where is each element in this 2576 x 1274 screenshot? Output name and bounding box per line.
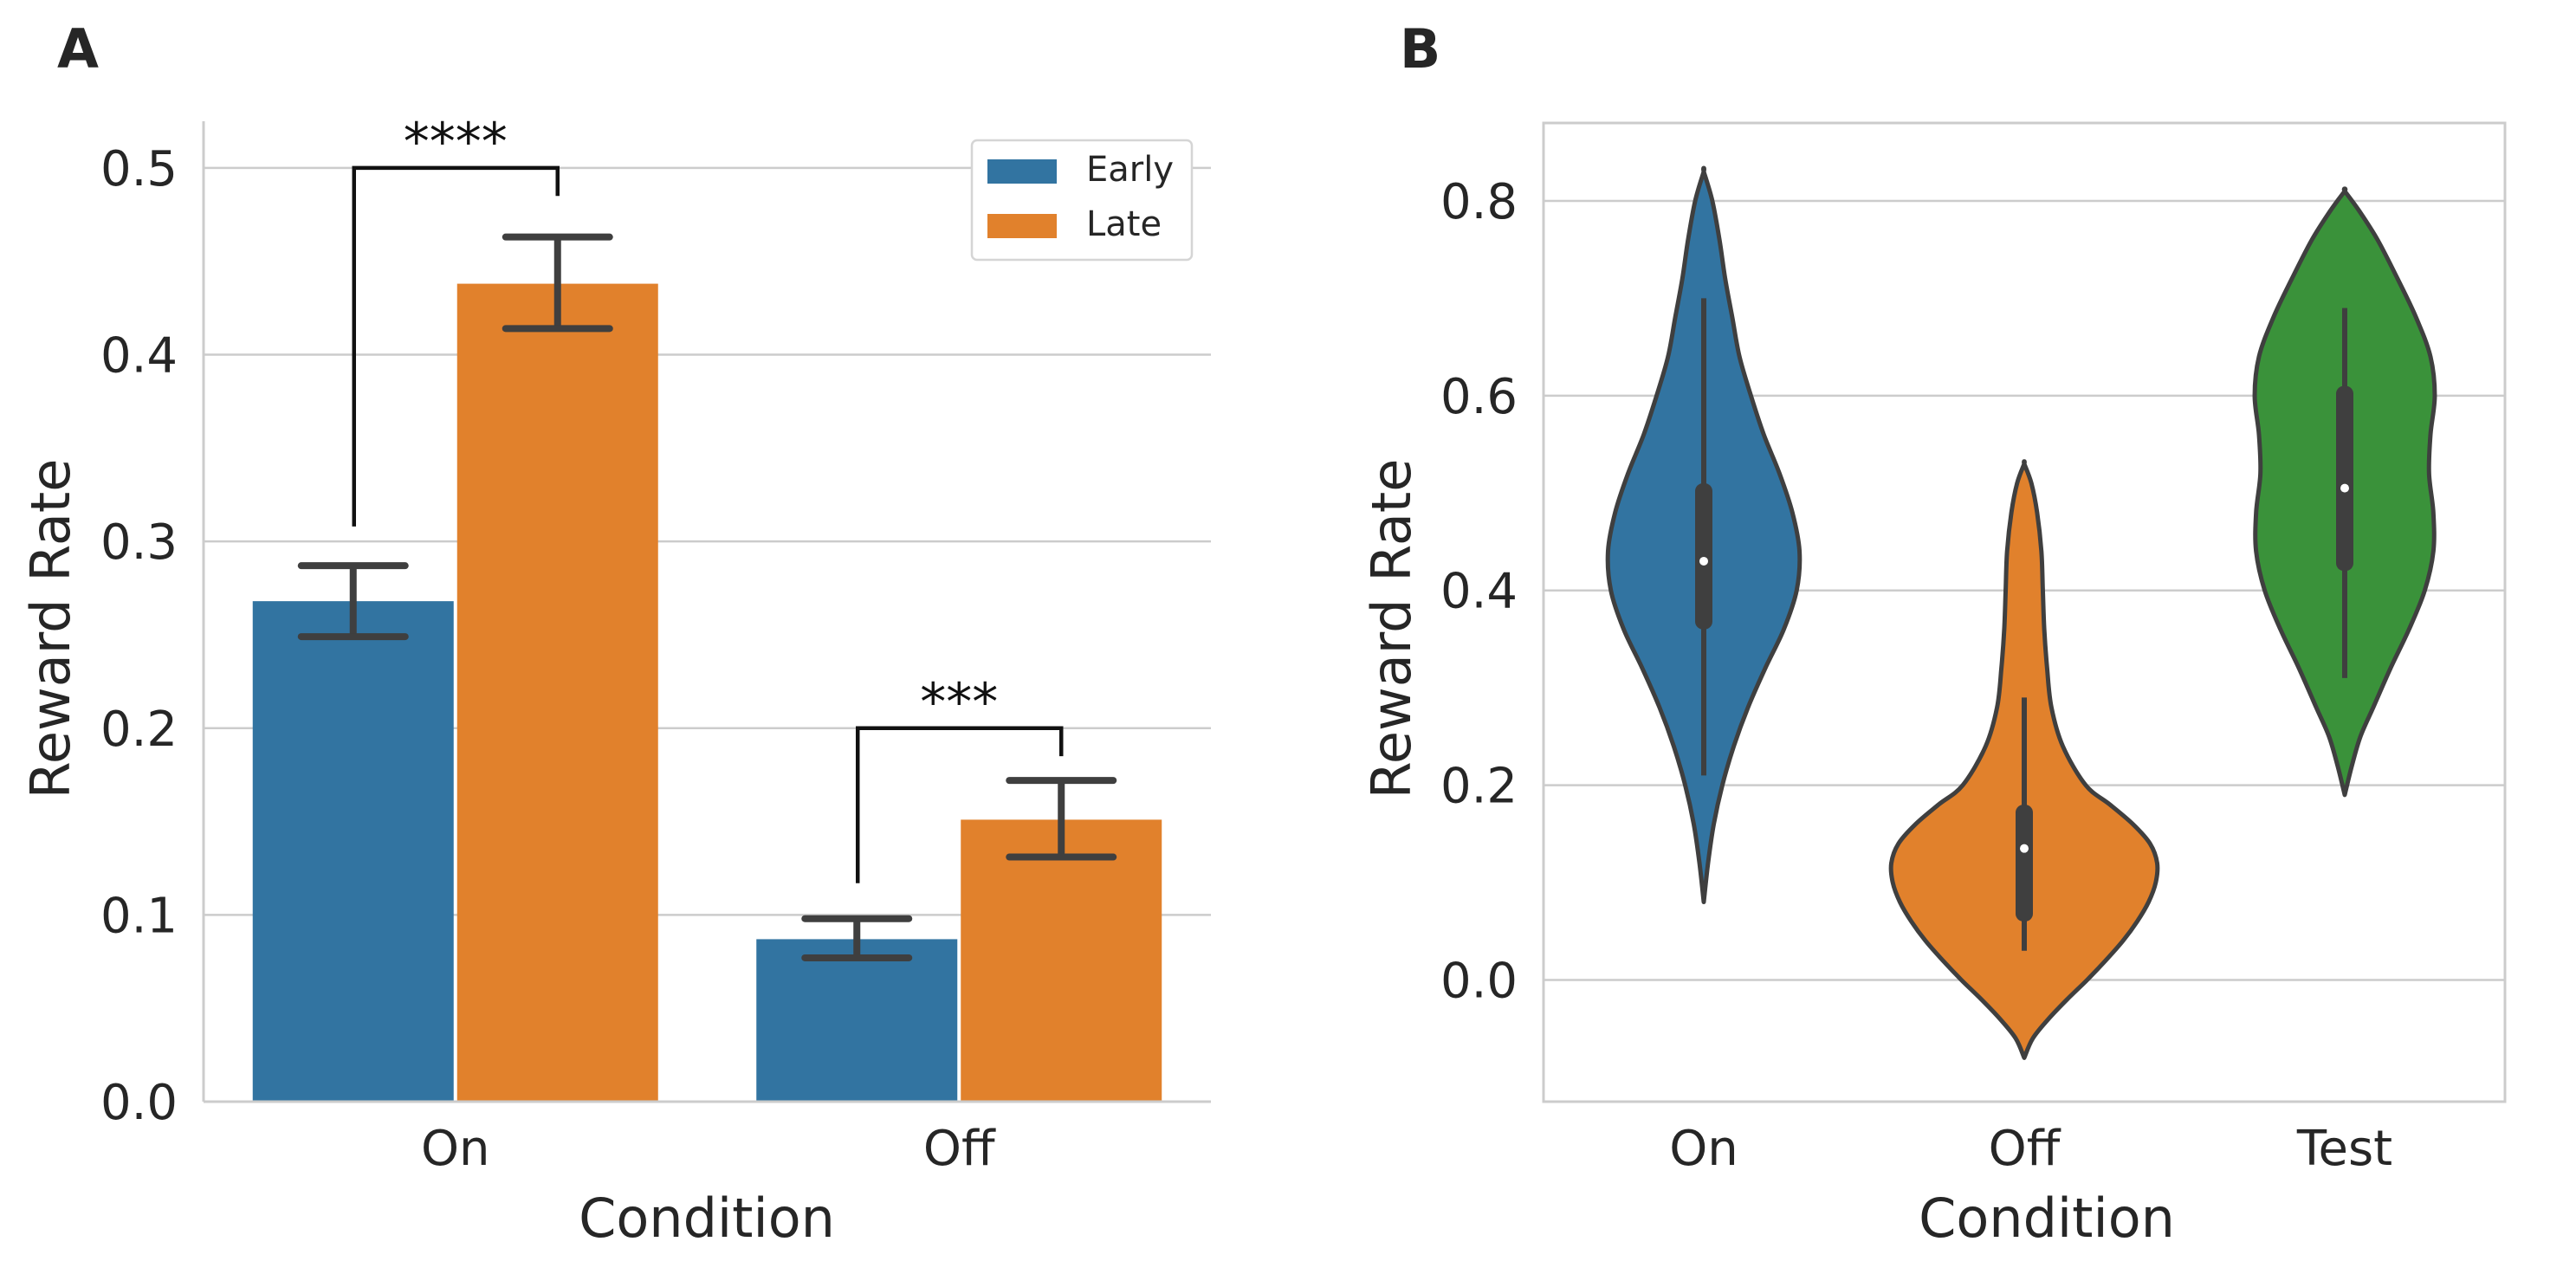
panel-a-label: A	[57, 17, 99, 81]
significance-label-on: ****	[404, 112, 508, 172]
bar-early-on	[252, 601, 454, 1102]
b-x-tick-label-on: On	[1669, 1121, 1738, 1177]
b-violins	[1605, 165, 2437, 1060]
a-legend: Early Late	[970, 139, 1194, 262]
a-y-tick-label: 0.5	[100, 141, 178, 197]
a-x-tick-label-on: On	[421, 1121, 490, 1177]
b-y-tick-label: 0.4	[1440, 564, 1518, 620]
a-y-tick-label: 0.1	[100, 888, 178, 944]
a-significance-brackets: *******	[352, 112, 1064, 883]
a-x-tick-labels: On Off	[421, 1121, 996, 1177]
panel-b-label: B	[1400, 17, 1440, 81]
panel-b-violin-chart: 0.0 0.2 0.4 0.6 0.8 On Off Test Condition Rewa…	[1360, 121, 2507, 1250]
a-y-tick-label: 0.4	[100, 328, 178, 385]
a-y-axis-label: Reward Rate	[19, 459, 82, 799]
a-y-tick-label: 0.3	[100, 514, 178, 571]
a-axes	[202, 121, 1211, 1103]
a-error-bars	[297, 233, 1117, 961]
panel-a-bar-chart: ******* 0.00.10.20.30.40.5 On Off Conditi…	[19, 112, 1211, 1250]
bar-early-off	[756, 939, 958, 1102]
bar-late-on	[456, 283, 658, 1102]
a-y-tick-labels: 0.0 0.1 0.2 0.3 0.4 0.5	[100, 141, 178, 1131]
b-x-tick-label-off: Off	[1989, 1121, 2061, 1177]
legend-label-late: Late	[1086, 204, 1162, 244]
violin-median-test	[2340, 483, 2349, 493]
b-y-tick-label: 0.6	[1440, 369, 1518, 425]
violin-median-on	[1699, 556, 1708, 566]
b-axes-frame	[1542, 121, 2507, 1103]
violin-median-off	[2020, 844, 2029, 853]
violin-box-test	[2336, 385, 2353, 572]
a-x-axis-label: Condition	[579, 1187, 835, 1250]
significance-bracket-off	[856, 726, 1064, 883]
b-y-axis-label: Reward Rate	[1360, 459, 1423, 799]
a-bars	[252, 283, 1162, 1102]
a-y-tick-label: 0.2	[100, 702, 178, 758]
a-y-tick-label: 0.0	[100, 1075, 178, 1131]
bar-late-off	[961, 819, 1162, 1102]
b-y-tick-label: 0.0	[1440, 953, 1518, 1009]
significance-label-off: ***	[920, 672, 998, 733]
legend-label-early: Early	[1086, 150, 1174, 190]
b-axes	[1542, 121, 2507, 1103]
b-y-tick-label: 0.2	[1440, 759, 1518, 815]
a-x-tick-label-off: Off	[923, 1121, 996, 1177]
violin-box-off	[2016, 805, 2033, 922]
b-x-tick-label-test: Test	[2296, 1121, 2392, 1177]
b-x-axis-label: Condition	[1919, 1187, 2175, 1250]
b-y-tick-labels: 0.0 0.2 0.4 0.6 0.8	[1440, 174, 1518, 1010]
b-y-tick-label: 0.8	[1440, 174, 1518, 230]
b-x-tick-labels: On Off Test	[1669, 1121, 2392, 1177]
significance-bracket-on	[352, 165, 560, 527]
violin-box-on	[1695, 483, 1712, 630]
legend-swatch-late	[987, 214, 1057, 238]
legend-swatch-early	[987, 159, 1057, 184]
